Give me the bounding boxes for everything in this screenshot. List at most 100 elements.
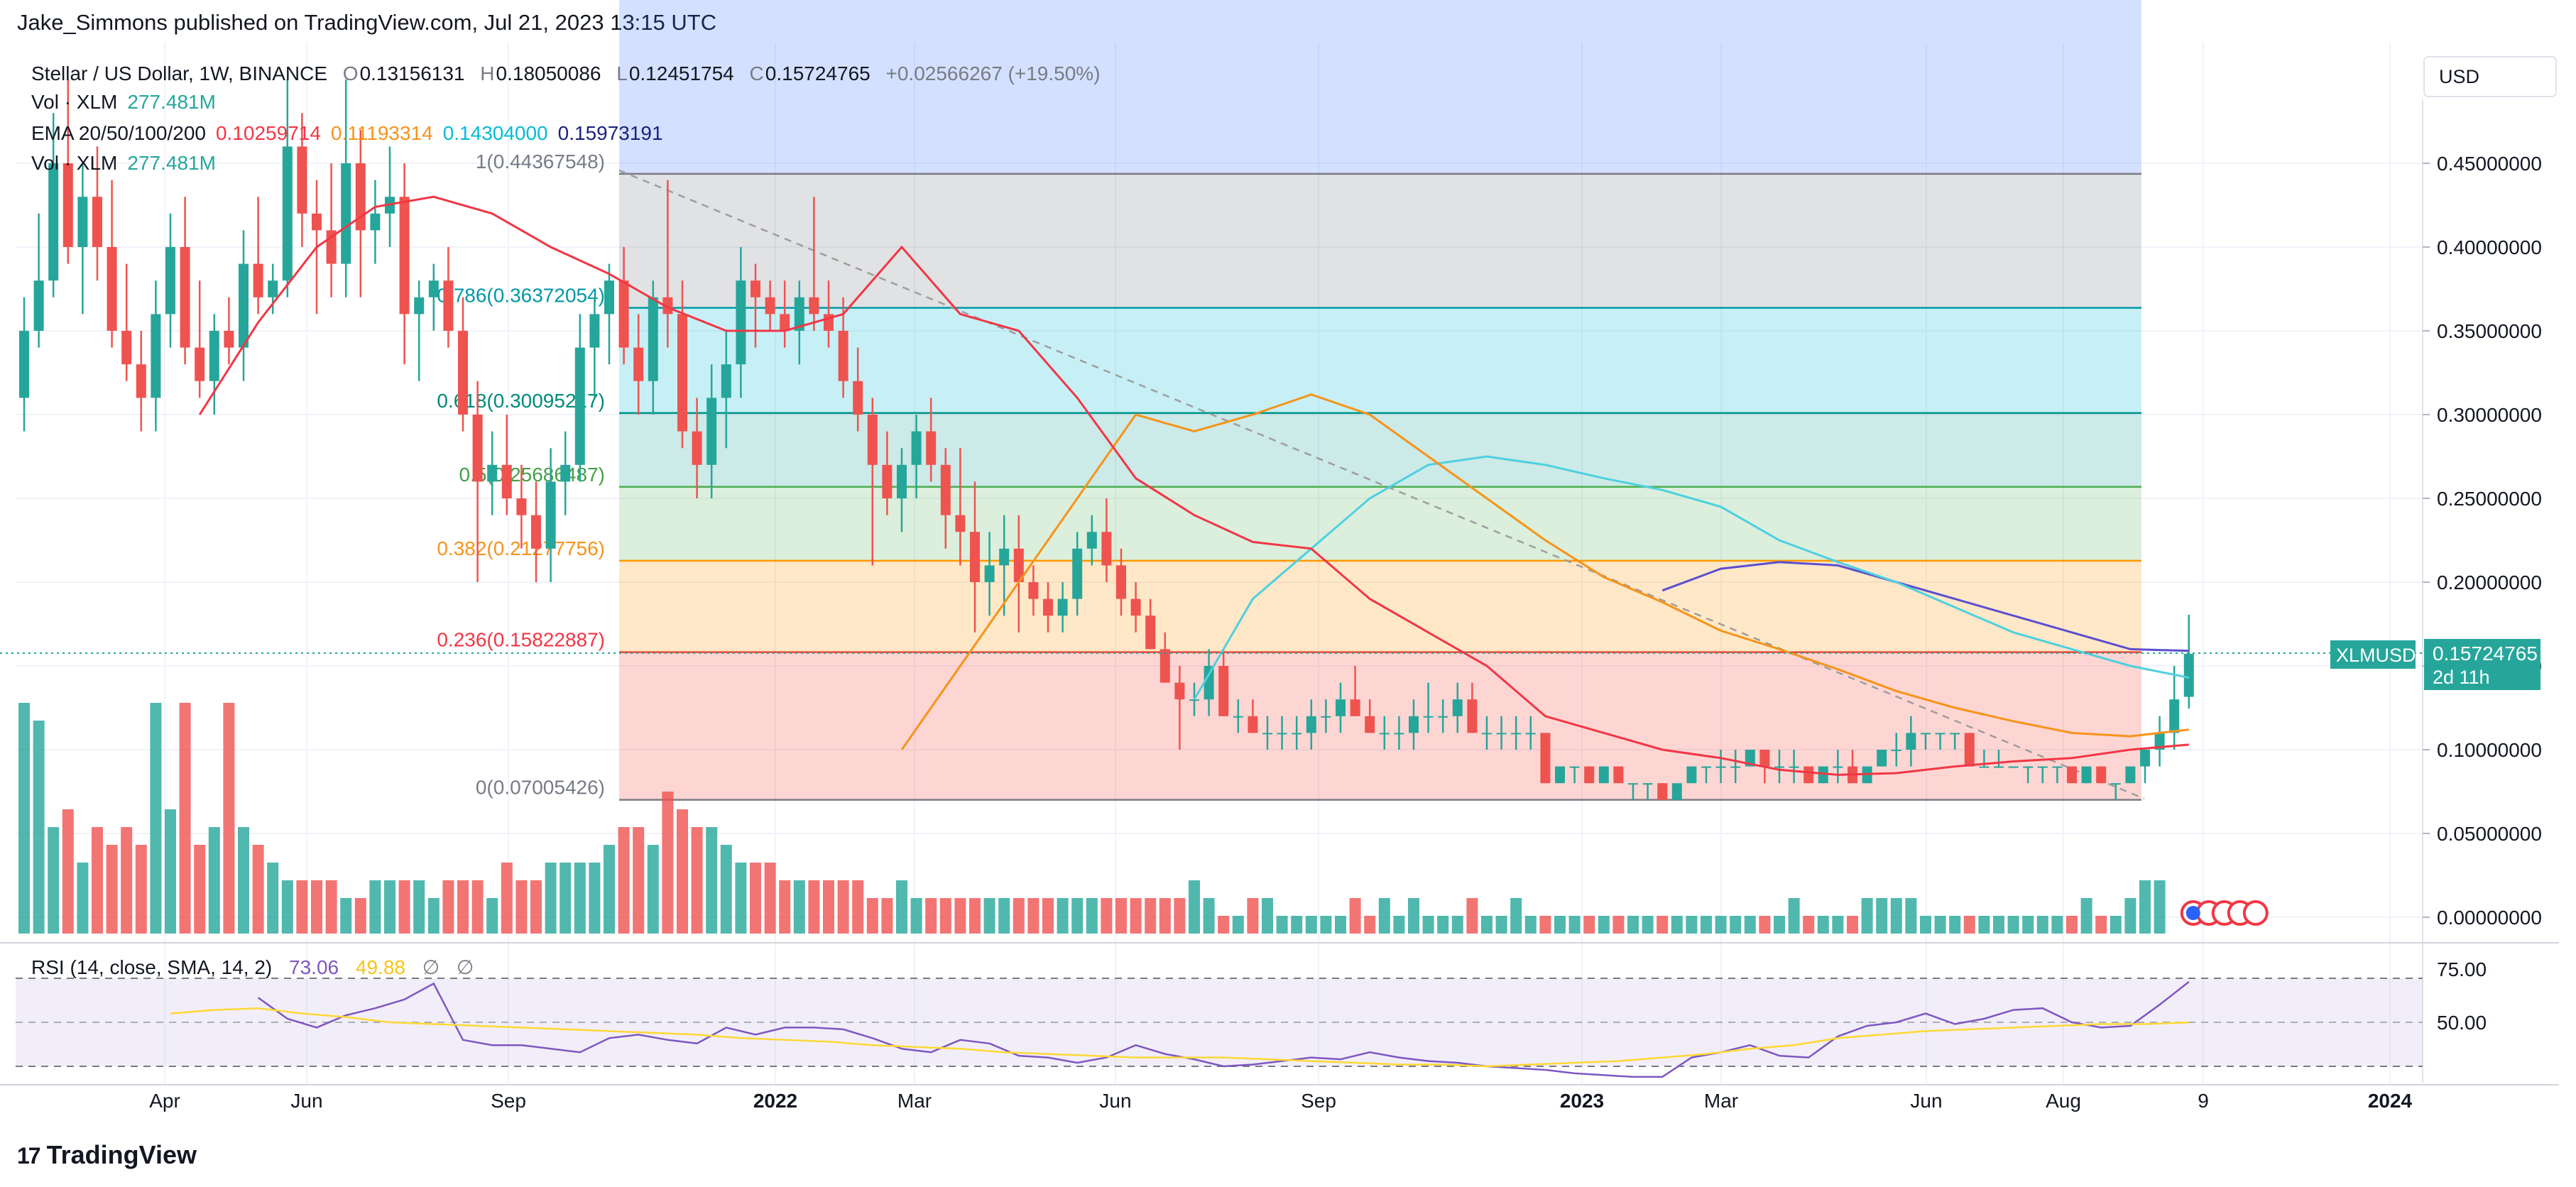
volume-bar bbox=[881, 898, 893, 934]
volume-bar bbox=[954, 898, 966, 934]
volume-bar bbox=[1832, 916, 1844, 934]
legend-open-label: O bbox=[342, 62, 359, 84]
legend-symbol: Stellar / US Dollar, 1W, BINANCE bbox=[31, 62, 328, 84]
volume-bar bbox=[1451, 916, 1463, 934]
currency-button[interactable] bbox=[2423, 56, 2557, 97]
candle-body bbox=[1028, 582, 1039, 599]
candle-body bbox=[721, 364, 731, 398]
candle-body bbox=[1628, 783, 1638, 785]
volume-bar bbox=[1744, 916, 1756, 934]
candle-body bbox=[399, 197, 410, 314]
volume-bar bbox=[92, 827, 103, 934]
rsi-legend-empty-2: ∅ bbox=[457, 956, 474, 978]
legend-change: +0.02566267 (+19.50%) bbox=[885, 62, 1101, 84]
volume-bar bbox=[486, 898, 498, 934]
tradingview-brand: TradingView bbox=[46, 1140, 197, 1169]
candle-body bbox=[1642, 783, 1653, 785]
volume-bar bbox=[574, 863, 586, 934]
candle-body bbox=[62, 163, 73, 247]
time-tick-label: 2023 bbox=[1560, 1090, 1604, 1112]
candle-body bbox=[677, 314, 687, 432]
candle-body bbox=[706, 398, 717, 465]
time-tick-label: Mar bbox=[897, 1090, 932, 1112]
volume-bar bbox=[2066, 916, 2078, 934]
legend-ema: EMA 20/50/100/200 0.10259714 0.11193314 0.1… bbox=[31, 122, 673, 145]
rsi-legend-empty-1: ∅ bbox=[422, 956, 440, 978]
legend-vol-value: 277.481M bbox=[127, 91, 216, 113]
volume-bar bbox=[296, 880, 308, 934]
candle-body bbox=[195, 347, 205, 381]
symbol-tag-label: XLMUSD bbox=[2336, 645, 2416, 666]
legend-open: 0.13156131 bbox=[359, 62, 465, 84]
candle-body bbox=[867, 415, 878, 465]
candle-body bbox=[136, 364, 146, 398]
fib-level-label: 0.786(0.36372054) bbox=[437, 285, 605, 307]
bar-countdown: 2d 11h bbox=[2433, 667, 2490, 688]
volume-bar bbox=[1730, 916, 1742, 934]
volume-bar bbox=[1232, 916, 1244, 934]
candle-body bbox=[1715, 766, 1726, 768]
volume-bar bbox=[1598, 916, 1610, 934]
candle-body bbox=[2023, 766, 2034, 768]
price-tick-label: 0.05000000 bbox=[2437, 823, 2542, 845]
candle-body bbox=[1452, 699, 1463, 716]
candle-body bbox=[853, 381, 863, 415]
volume-bar bbox=[1920, 916, 1931, 934]
legend-vol-label: Vol · XLM bbox=[31, 91, 118, 113]
candle-body bbox=[1013, 548, 1024, 582]
volume-bar bbox=[1963, 916, 1975, 934]
volume-bar bbox=[442, 880, 454, 934]
candle-body bbox=[1759, 750, 1770, 767]
candle-body bbox=[1248, 716, 1258, 733]
price-tick-label: 0.00000000 bbox=[2437, 907, 2542, 929]
candle-body bbox=[1789, 766, 1799, 768]
candle-body bbox=[1540, 733, 1551, 784]
volume-bar bbox=[983, 898, 995, 934]
volume-bar bbox=[1978, 916, 1990, 934]
volume-bar bbox=[1086, 898, 1098, 934]
volume-bar bbox=[1189, 880, 1200, 934]
candle-body bbox=[2110, 783, 2121, 785]
legend-vol2-value: 277.481M bbox=[127, 152, 216, 174]
currency-label: USD bbox=[2439, 66, 2479, 87]
candle-body bbox=[809, 297, 819, 314]
candle-body bbox=[560, 464, 571, 482]
rsi-legend-ma: 49.88 bbox=[356, 956, 405, 978]
ema-lines bbox=[198, 195, 2190, 776]
volume-bar bbox=[18, 703, 30, 934]
legend-volume: Vol · XLM 277.481M bbox=[31, 91, 226, 114]
candle-body bbox=[1686, 766, 1697, 784]
event-flag-icon bbox=[2185, 906, 2200, 920]
volume-bar bbox=[1568, 916, 1581, 934]
legend-high: 0.18050086 bbox=[496, 62, 601, 84]
candle-body bbox=[180, 247, 190, 348]
volume-bar bbox=[48, 827, 60, 934]
price-tick-label: 0.20000000 bbox=[2437, 571, 2542, 594]
candle-body bbox=[648, 297, 658, 381]
volume-bar bbox=[633, 827, 645, 934]
volume-bar bbox=[779, 880, 791, 934]
candle-body bbox=[1569, 766, 1580, 768]
volume-bar bbox=[121, 827, 133, 934]
candle-body bbox=[224, 331, 234, 348]
candle-body bbox=[165, 247, 175, 314]
volume-bar bbox=[252, 845, 264, 934]
volume-bar bbox=[604, 845, 615, 934]
candle-body bbox=[1379, 733, 1390, 735]
rsi-line bbox=[257, 981, 2190, 1078]
volume-bar bbox=[1686, 916, 1698, 934]
time-tick-label: Jun bbox=[290, 1090, 322, 1112]
volume-bar bbox=[1524, 916, 1537, 934]
volume-bar bbox=[1247, 898, 1259, 934]
volume-bar bbox=[471, 880, 484, 934]
candle-body bbox=[239, 263, 249, 348]
volume-bar bbox=[2154, 880, 2166, 934]
volume-bar bbox=[1115, 898, 1127, 934]
fib-level-label: 1(0.44367548) bbox=[476, 151, 605, 173]
tradingview-logo[interactable]: 17 TradingView bbox=[17, 1140, 197, 1170]
volume-bar bbox=[1276, 916, 1288, 934]
candle-body bbox=[984, 565, 995, 582]
candle-body bbox=[589, 314, 600, 348]
candle-body bbox=[838, 331, 848, 381]
